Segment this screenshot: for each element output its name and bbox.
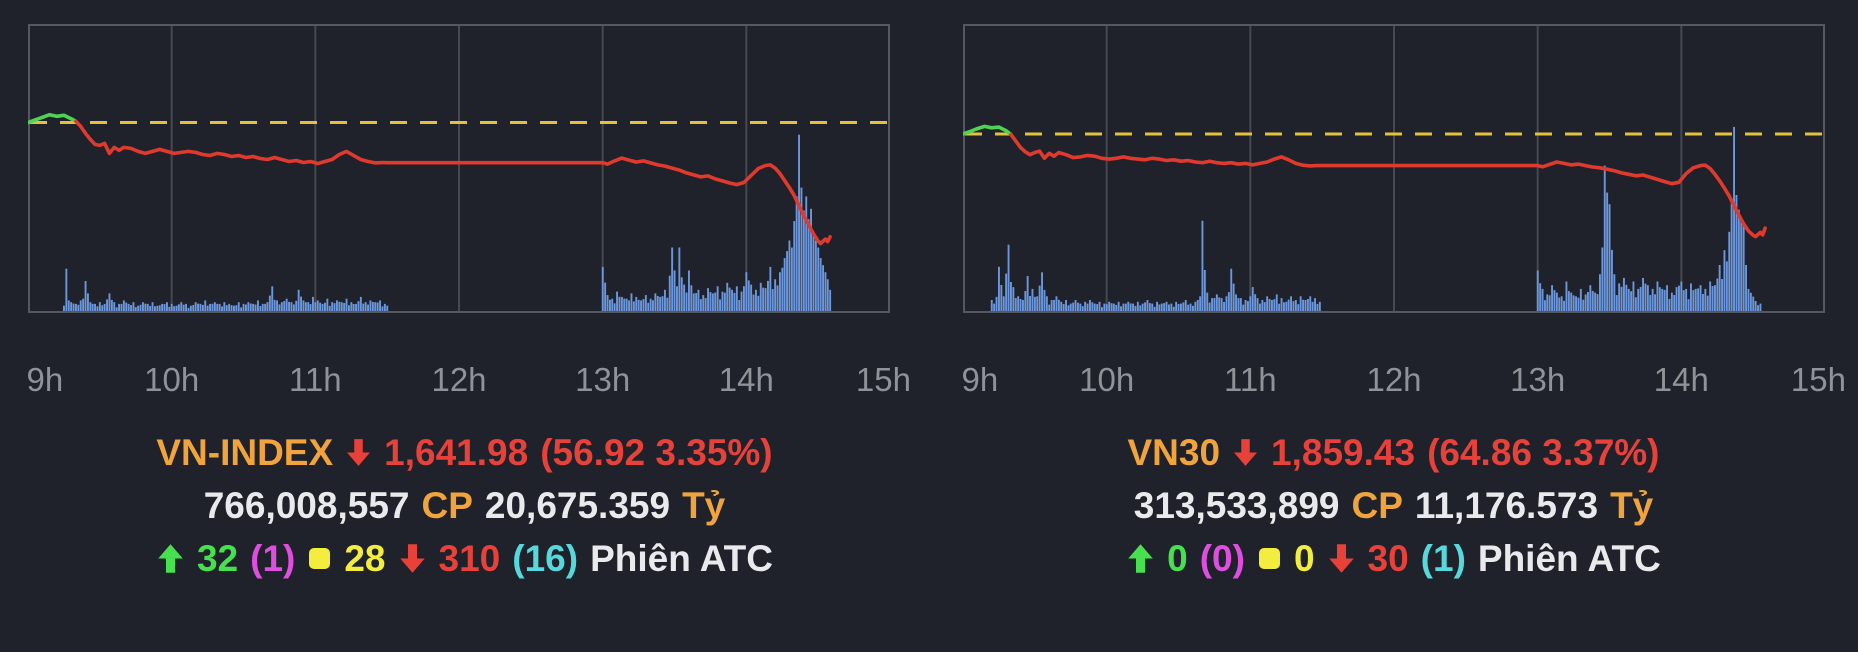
shares-unit: CP: [1351, 484, 1403, 526]
shares-unit: CP: [421, 484, 473, 526]
breadth-row: 32 (1) 28 310 (16) Phiên ATC: [156, 532, 773, 585]
down-arrow-icon: [345, 438, 372, 467]
x-tick-label: 13h: [1510, 361, 1566, 398]
x-tick-label: 12h: [431, 361, 487, 398]
turnover-unit: Tỷ: [682, 484, 726, 526]
x-tick-label: 12h: [1366, 361, 1422, 398]
vnindex-panel: 9h 10h 11h 12h 13h 14h 15h VN-INDEX 1,641.98 (…: [0, 24, 929, 585]
x-tick-label: 11h: [1224, 361, 1277, 398]
session-label: Phiên ATC: [590, 537, 774, 579]
index-value: 1,859.43: [1271, 431, 1416, 473]
advancers-count: 32: [196, 537, 239, 579]
unchanged-count: 28: [344, 537, 386, 579]
x-tick-label: 10h: [144, 361, 200, 398]
index-name: VN-INDEX: [156, 431, 334, 473]
x-tick-label: 14h: [1653, 361, 1709, 398]
volume-row: 313,533,899 CP 11,176.573 Tỷ: [1134, 479, 1654, 532]
turnover-value: 20,675.359: [484, 484, 671, 526]
index-summary-row: VN-INDEX 1,641.98 (56.92 3.35%): [156, 426, 772, 479]
x-tick-label: 15h: [855, 361, 911, 398]
up-arrow-icon: [156, 543, 185, 574]
volume-row: 766,008,557 CP 20,675.359 Tỷ: [204, 479, 726, 532]
index-summary-row: VN30 1,859.43 (64.86 3.37%): [1127, 426, 1659, 479]
x-tick-label: 15h: [1790, 361, 1846, 398]
shares-traded: 313,533,899: [1133, 484, 1340, 526]
vn30-panel: 9h 10h 11h 12h 13h 14h 15h VN30 1,859.43 (64.8…: [929, 0, 1858, 652]
floor-count: (16): [512, 537, 579, 579]
advancers-count: 0: [1167, 537, 1188, 579]
turnover-value: 11,176.573: [1414, 484, 1599, 526]
up-arrow-icon: [1126, 543, 1155, 574]
x-tick-label: 13h: [575, 361, 631, 398]
down-arrow-icon: [1327, 543, 1356, 574]
vnindex-intraday-chart: [28, 24, 890, 313]
session-label: Phiên ATC: [1477, 537, 1661, 579]
index-name: VN30: [1127, 431, 1221, 473]
vn30-stats: VN30 1,859.43 (64.86 3.37%) 313,533,899 …: [929, 426, 1858, 585]
x-tick-label: 11h: [289, 361, 342, 398]
decliners-count: 30: [1367, 537, 1409, 579]
vnindex-stats: VN-INDEX 1,641.98 (56.92 3.35%) 766,008,…: [0, 426, 929, 585]
decliners-count: 310: [438, 537, 501, 579]
unchanged-square-icon: [309, 548, 331, 569]
index-change: (56.92 3.35%): [540, 431, 773, 473]
x-tick-label: 9h: [961, 361, 999, 398]
index-value: 1,641.98: [384, 431, 529, 473]
ceiling-count: (1): [250, 537, 296, 579]
floor-count: (1): [1420, 537, 1466, 579]
index-change: (64.86 3.37%): [1427, 431, 1660, 473]
shares-traded: 766,008,557: [203, 484, 410, 526]
unchanged-count: 0: [1293, 537, 1315, 579]
x-tick-label: 10h: [1079, 361, 1135, 398]
down-arrow-icon: [398, 543, 427, 574]
x-tick-label: 14h: [718, 361, 774, 398]
unchanged-square-icon: [1258, 548, 1280, 569]
turnover-unit: Tỷ: [1610, 484, 1654, 526]
down-arrow-icon: [1232, 438, 1259, 467]
x-tick-label: 9h: [26, 361, 64, 398]
ceiling-count: (0): [1199, 537, 1245, 579]
breadth-row: 0 (0) 0 30 (1) Phiên ATC: [1126, 532, 1661, 585]
vn30-intraday-chart: [963, 24, 1825, 313]
